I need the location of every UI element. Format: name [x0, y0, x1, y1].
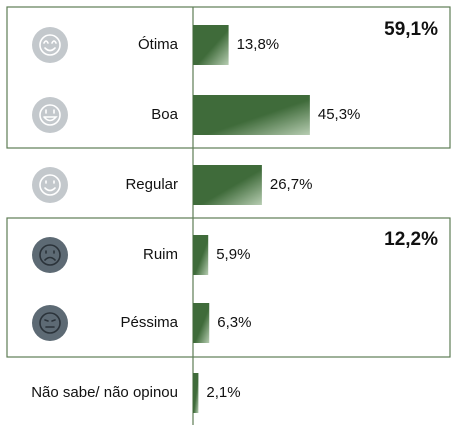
- value-label: 2,1%: [206, 384, 240, 401]
- group-total: 12,2%: [384, 229, 438, 250]
- category-label: Ótima: [138, 36, 179, 53]
- group-box: [6, 6, 451, 149]
- value-label: 26,7%: [270, 176, 313, 193]
- value-label: 45,3%: [318, 106, 361, 123]
- bar: [193, 235, 209, 275]
- bar: [193, 165, 262, 205]
- bar: [193, 373, 199, 413]
- group-total: 59,1%: [384, 19, 438, 40]
- bar: [193, 95, 310, 135]
- category-label: Regular: [125, 176, 178, 193]
- icon-pessima: [32, 305, 68, 341]
- value-label: 6,3%: [217, 314, 251, 331]
- icon-ruim: [32, 237, 68, 273]
- value-label: 13,8%: [237, 36, 280, 53]
- icon-otima: [32, 27, 68, 63]
- value-label: 5,9%: [216, 246, 250, 263]
- category-label: Não sabe/ não opinou: [31, 384, 178, 401]
- category-label: Boa: [151, 106, 178, 123]
- category-label: Ruim: [143, 246, 178, 263]
- category-label: Péssima: [120, 314, 178, 331]
- bar: [193, 303, 210, 343]
- group-box: [6, 217, 451, 358]
- icon-regular: [32, 167, 68, 203]
- bar: [193, 25, 229, 65]
- icon-boa: [32, 97, 68, 133]
